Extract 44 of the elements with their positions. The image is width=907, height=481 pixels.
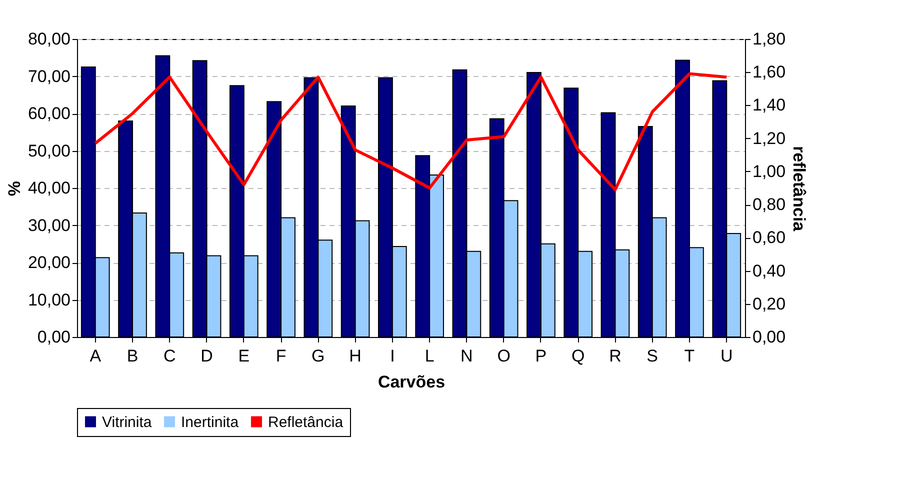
x-tick-label: E [238, 346, 250, 366]
x-tick-label: H [349, 346, 362, 366]
x-tick-label: R [609, 346, 622, 366]
x-tick-label: T [684, 346, 695, 366]
x-tick-label: I [390, 346, 395, 366]
y-tick-label: 40,00 [28, 178, 70, 198]
y2-tick-label: 0,80 [752, 195, 786, 214]
y2-axis-title: refletância [790, 146, 809, 232]
x-tick-label: A [90, 346, 102, 366]
x-tick-label: O [497, 346, 510, 366]
y2-tick-label: 1,80 [752, 30, 786, 48]
x-tick-label: N [460, 346, 473, 366]
x-tick-label: F [276, 346, 286, 366]
y2-tick-label: 0,20 [752, 294, 786, 314]
legend-label: Inertinita [181, 414, 240, 431]
y-axis-title: % [4, 180, 24, 196]
y2-tick-label: 1,20 [752, 128, 786, 148]
x-tick-label: Q [571, 346, 585, 366]
y-tick-label: 50,00 [28, 141, 70, 160]
line-series [94, 72, 728, 192]
y2-tick-label: 1,40 [752, 96, 786, 115]
y-tick-label: 70,00 [28, 66, 70, 86]
y2-tick-label: 1,60 [752, 62, 786, 82]
x-tick-label: L [424, 346, 434, 366]
y-tick-label: 60,00 [28, 104, 70, 123]
y2-tick-label: 0,60 [752, 228, 786, 248]
y2-tick-label: 1,00 [752, 162, 786, 181]
y-tick-label: 80,00 [28, 30, 70, 48]
y2-tick-label: 0,40 [752, 261, 786, 280]
y-tick-label: 10,00 [28, 290, 70, 310]
x-tick-label: S [646, 346, 658, 366]
x-tick-label: G [312, 346, 325, 366]
y-tick-label: 30,00 [28, 216, 70, 235]
x-tick-label: C [164, 346, 176, 366]
y-tick-label: 0,00 [37, 328, 70, 346]
y2-tick-label: 0,00 [752, 328, 786, 346]
x-tick-label: P [535, 346, 547, 366]
x-axis-title: Carvões [378, 372, 446, 392]
x-tick-label: U [720, 346, 733, 366]
x-tick-label: D [200, 346, 213, 366]
legend-label: Vitrinita [102, 414, 152, 431]
x-tick-label: B [126, 346, 138, 366]
y-tick-label: 20,00 [28, 253, 70, 272]
legend-label: Refletância [268, 414, 344, 431]
